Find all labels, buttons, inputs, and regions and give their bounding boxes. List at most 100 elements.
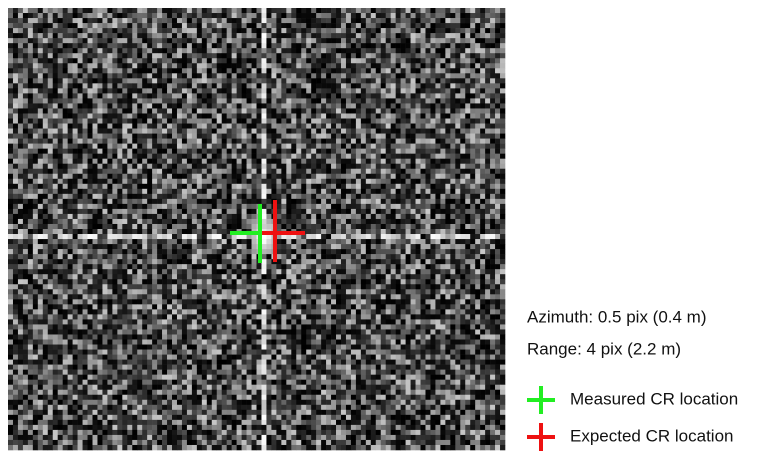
pixel — [18, 63, 23, 68]
pixel — [13, 113, 18, 118]
pixel — [411, 144, 416, 149]
pixel — [500, 58, 505, 63]
pixel — [232, 174, 237, 179]
pixel — [73, 139, 78, 144]
pixel — [406, 189, 411, 194]
pixel — [401, 209, 406, 214]
pixel — [425, 249, 430, 254]
pixel — [58, 103, 63, 108]
pixel — [435, 199, 440, 204]
pixel — [247, 78, 252, 83]
pixel — [23, 164, 28, 169]
pixel — [411, 78, 416, 83]
pixel — [416, 78, 421, 83]
pixel — [102, 139, 107, 144]
pixel — [18, 224, 23, 229]
pixel — [430, 68, 435, 73]
pixel — [127, 58, 132, 63]
pixel — [33, 43, 38, 48]
pixel — [391, 83, 396, 88]
pixel — [38, 144, 43, 149]
pixel — [237, 194, 242, 199]
pixel — [430, 83, 435, 88]
pixel — [346, 98, 351, 103]
pixel — [341, 18, 346, 23]
pixel — [440, 38, 445, 43]
pixel — [63, 214, 68, 219]
pixel — [351, 83, 356, 88]
pixel — [88, 93, 93, 98]
pixel — [460, 78, 465, 83]
pixel — [500, 63, 505, 68]
pixel — [326, 8, 331, 13]
pixel — [117, 8, 122, 13]
pixel — [311, 73, 316, 78]
pixel — [252, 48, 257, 53]
pixel — [301, 204, 306, 209]
pixel — [361, 58, 366, 63]
pixel — [122, 108, 127, 113]
pixel — [495, 144, 500, 149]
pixel — [366, 204, 371, 209]
pixel — [291, 119, 296, 124]
pixel — [252, 83, 257, 88]
pixel — [107, 169, 112, 174]
pixel — [182, 189, 187, 194]
pixel — [33, 68, 38, 73]
pixel — [132, 48, 137, 53]
pixel — [48, 184, 53, 189]
pixel — [276, 144, 281, 149]
pixel — [217, 13, 222, 18]
pixel — [207, 194, 212, 199]
pixel — [316, 53, 321, 58]
pixel — [162, 234, 167, 239]
pixel — [192, 219, 197, 224]
pixel — [286, 209, 291, 214]
pixel — [411, 184, 416, 189]
pixel — [247, 8, 252, 13]
pixel — [217, 204, 222, 209]
pixel — [326, 254, 331, 259]
pixel — [306, 229, 311, 234]
pixel — [172, 139, 177, 144]
pixel — [137, 254, 142, 259]
pixel — [430, 174, 435, 179]
pixel — [28, 254, 33, 259]
pixel — [421, 204, 426, 209]
pixel — [356, 88, 361, 93]
pixel — [73, 68, 78, 73]
pixel — [316, 124, 321, 129]
pixel — [465, 244, 470, 249]
pixel — [63, 219, 68, 224]
pixel — [361, 53, 366, 58]
pixel — [291, 189, 296, 194]
pixel — [43, 83, 48, 88]
pixel — [177, 28, 182, 33]
pixel — [286, 108, 291, 113]
pixel — [8, 28, 13, 33]
pixel — [276, 139, 281, 144]
pixel — [68, 18, 73, 23]
pixel — [147, 48, 152, 53]
pixel — [122, 194, 127, 199]
pixel — [68, 78, 73, 83]
pixel — [495, 28, 500, 33]
pixel — [112, 254, 117, 259]
pixel — [137, 199, 142, 204]
pixel — [470, 174, 475, 179]
pixel — [490, 199, 495, 204]
pixel — [331, 254, 336, 259]
pixel — [435, 68, 440, 73]
pixel — [172, 214, 177, 219]
pixel — [112, 184, 117, 189]
pixel — [316, 13, 321, 18]
pixel — [28, 164, 33, 169]
pixel — [401, 113, 406, 118]
pixel — [445, 98, 450, 103]
pixel — [202, 154, 207, 159]
pixel — [416, 139, 421, 144]
pixel — [252, 73, 257, 78]
pixel — [202, 83, 207, 88]
pixel — [43, 194, 48, 199]
pixel — [127, 234, 132, 239]
